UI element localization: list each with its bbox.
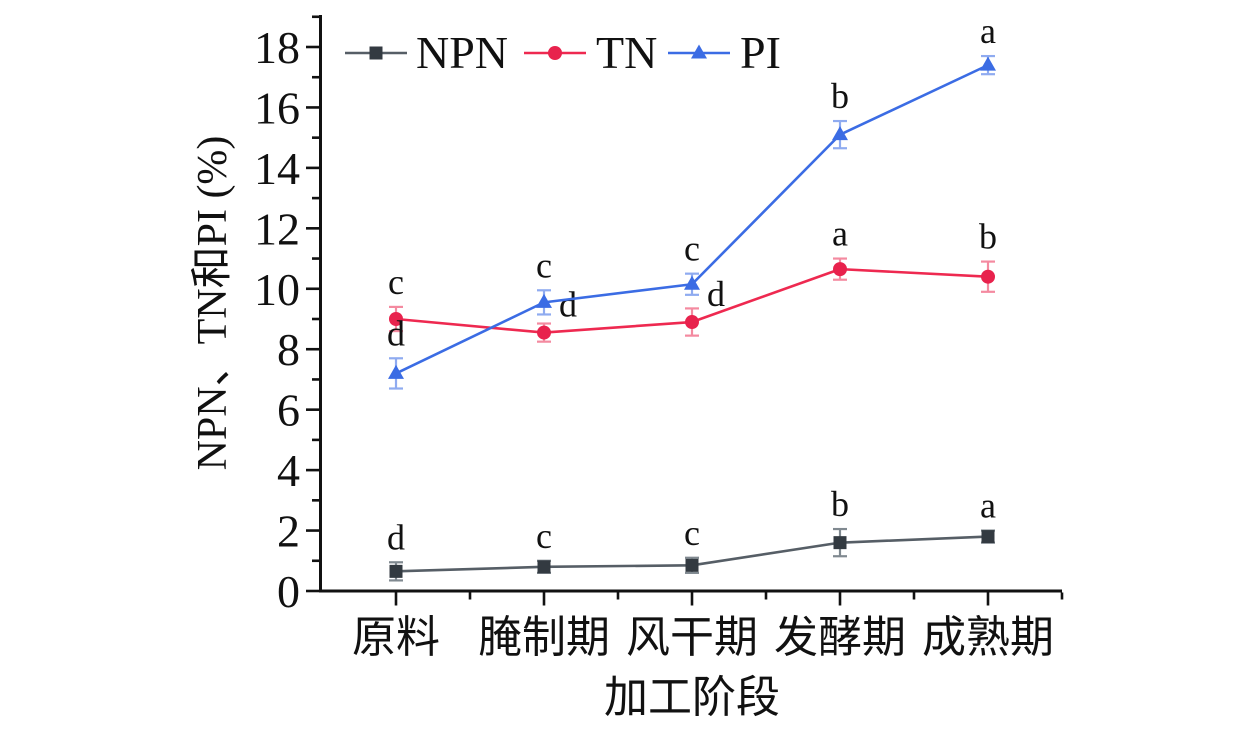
y-tick-label: 0 bbox=[277, 566, 300, 617]
pi-marker bbox=[388, 364, 404, 379]
tn-marker bbox=[981, 269, 995, 284]
pi-marker bbox=[684, 275, 700, 290]
y-tick-label: 12 bbox=[254, 203, 300, 254]
y-tick-label: 6 bbox=[277, 385, 300, 436]
significance-letter: c bbox=[536, 245, 552, 285]
x-tick-label: 发酵期 bbox=[774, 613, 906, 662]
legend-circle-marker bbox=[548, 46, 562, 60]
legend-label: NPN bbox=[416, 27, 508, 78]
axes bbox=[319, 15, 1062, 593]
y-tick-label: 18 bbox=[254, 22, 300, 73]
y-tick-label: 16 bbox=[254, 82, 300, 133]
npn-marker bbox=[389, 564, 403, 578]
significance-letter: d bbox=[559, 285, 577, 325]
significance-letter: d bbox=[387, 517, 405, 557]
significance-letter: a bbox=[980, 486, 996, 526]
series-tn: cd da b bbox=[388, 214, 997, 343]
pi-marker bbox=[832, 126, 848, 141]
x-axis-ticks: 原料 腌制期 风干期 发酵期 成熟期 bbox=[352, 592, 1064, 662]
legend-item-tn: TN bbox=[524, 27, 657, 78]
y-tick-label: 2 bbox=[277, 506, 300, 557]
y-tick-label: 8 bbox=[277, 324, 300, 375]
x-tick-label: 原料 bbox=[352, 613, 440, 662]
legend-triangle-marker bbox=[691, 44, 707, 59]
tn-marker bbox=[685, 315, 699, 330]
pi-marker bbox=[536, 293, 552, 308]
y-axis-title: NPN、TN和PI (%) bbox=[190, 135, 236, 471]
legend-label: TN bbox=[596, 27, 657, 78]
x-axis-title: 加工阶段 bbox=[604, 673, 780, 722]
significance-letter: c bbox=[388, 262, 404, 302]
x-tick-label: 腌制期 bbox=[478, 613, 610, 662]
legend-item-pi: PI bbox=[668, 27, 781, 78]
y-tick-label: 10 bbox=[254, 264, 300, 315]
significance-letter: c bbox=[536, 516, 552, 556]
tn-marker bbox=[389, 312, 403, 326]
significance-letter: b bbox=[831, 76, 849, 116]
npn-marker bbox=[685, 558, 699, 572]
significance-letter: b bbox=[831, 484, 849, 524]
x-tick-label: 成熟期 bbox=[922, 613, 1054, 662]
tn-marker bbox=[537, 325, 551, 340]
y-tick-label: 4 bbox=[277, 445, 300, 496]
significance-letter: d bbox=[387, 313, 405, 353]
significance-letter: a bbox=[980, 11, 996, 51]
series-pi: dc cba bbox=[387, 11, 996, 390]
significance-letter: a bbox=[832, 214, 848, 254]
significance-letter: c bbox=[684, 513, 700, 553]
legend-label: PI bbox=[740, 27, 781, 78]
series-npn: d c cb a bbox=[387, 484, 996, 582]
npn-marker bbox=[833, 536, 847, 550]
legend: NPN TN PI bbox=[345, 27, 781, 78]
pi-marker bbox=[980, 56, 996, 71]
x-tick-label: 风干期 bbox=[626, 613, 758, 662]
tn-marker bbox=[833, 262, 847, 277]
significance-letter: d bbox=[707, 274, 725, 314]
legend-square-marker bbox=[369, 46, 383, 60]
significance-letter: b bbox=[979, 217, 997, 257]
y-tick-label: 14 bbox=[254, 143, 300, 194]
npn-marker bbox=[981, 530, 995, 544]
legend-item-npn: NPN bbox=[345, 27, 508, 78]
npn-marker bbox=[537, 560, 551, 574]
significance-letter: c bbox=[684, 229, 700, 269]
y-axis-ticks: 0 2 4 6 8 10 12 14 16 18 bbox=[254, 15, 319, 617]
